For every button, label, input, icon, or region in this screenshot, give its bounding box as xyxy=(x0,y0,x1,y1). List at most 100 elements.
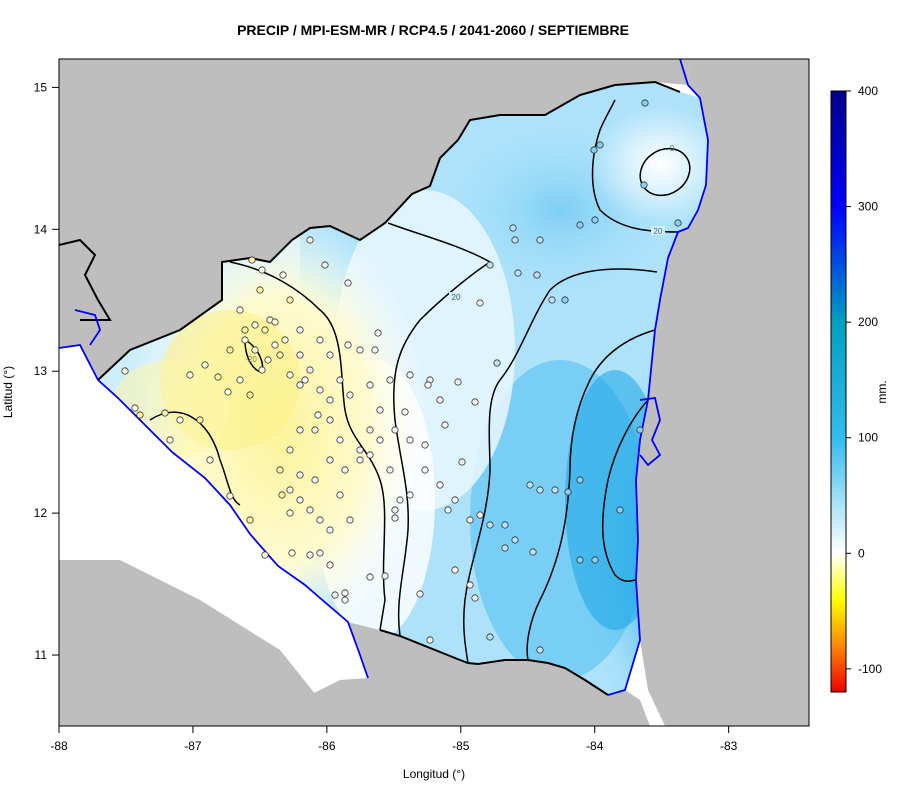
station-point xyxy=(376,406,384,414)
coast-pacific xyxy=(59,344,369,679)
station-point xyxy=(251,346,259,354)
station-point xyxy=(406,491,414,499)
station-point xyxy=(596,141,604,149)
station-point xyxy=(276,466,284,474)
station-point xyxy=(526,481,534,489)
station-point xyxy=(366,381,374,389)
station-point xyxy=(196,416,204,424)
station-point xyxy=(258,366,266,374)
station-point xyxy=(316,336,324,344)
station-point xyxy=(246,516,254,524)
colorbar-tick-label: 0 xyxy=(858,546,865,560)
station-point xyxy=(316,549,324,557)
land-pacific-corner xyxy=(59,560,320,726)
colorbar-tick-label: 400 xyxy=(858,84,878,98)
station-point xyxy=(286,446,294,454)
station-point xyxy=(296,496,304,504)
colorbar xyxy=(830,90,847,693)
station-point xyxy=(296,381,304,389)
station-point xyxy=(224,388,232,396)
contour-lines xyxy=(149,99,691,664)
station-point xyxy=(514,269,522,277)
station-point xyxy=(316,516,324,524)
contour-line xyxy=(526,329,656,661)
colorbar-tick-label: 100 xyxy=(858,431,878,445)
station-point xyxy=(636,426,644,434)
station-point xyxy=(131,404,139,412)
station-point xyxy=(186,371,194,379)
station-point xyxy=(486,633,494,641)
station-point xyxy=(529,548,537,556)
station-point xyxy=(301,376,309,384)
station-point xyxy=(356,346,364,354)
border-honduras-west xyxy=(59,238,112,321)
plot-frame xyxy=(58,58,810,727)
station-point xyxy=(346,516,354,524)
station-point xyxy=(344,279,352,287)
station-point xyxy=(326,456,334,464)
border-honduras xyxy=(97,80,681,381)
station-point xyxy=(501,544,509,552)
station-point xyxy=(286,486,294,494)
station-point xyxy=(248,256,256,264)
station-point xyxy=(471,594,479,602)
station-point xyxy=(286,296,294,304)
station-point xyxy=(533,271,541,279)
station-point xyxy=(444,506,452,514)
station-point xyxy=(551,486,559,494)
y-tick-label: 15 xyxy=(34,80,48,94)
station-point xyxy=(326,396,334,404)
station-point xyxy=(386,376,394,384)
station-point xyxy=(226,346,234,354)
x-axis-label: Longitud (°) xyxy=(403,767,465,781)
contour-line xyxy=(463,268,658,664)
station-point xyxy=(386,466,394,474)
station-point xyxy=(501,521,509,529)
land-honduras xyxy=(59,59,690,380)
station-point xyxy=(576,556,584,564)
station-point xyxy=(509,224,517,232)
station-point xyxy=(406,436,414,444)
station-point xyxy=(451,566,459,574)
x-tick-label: -85 xyxy=(452,739,470,753)
station-point xyxy=(536,236,544,244)
station-point xyxy=(336,376,344,384)
station-point xyxy=(454,378,462,386)
station-point xyxy=(391,426,399,434)
land-costa-rica xyxy=(255,622,650,726)
station-point xyxy=(424,381,432,389)
station-point xyxy=(279,271,287,279)
station-point xyxy=(406,371,414,379)
station-point xyxy=(381,572,389,580)
station-point xyxy=(246,391,254,399)
station-point xyxy=(276,351,284,359)
x-tick-label: -84 xyxy=(586,739,604,753)
station-point xyxy=(356,446,364,454)
contour-label: -20 xyxy=(245,355,257,364)
station-point xyxy=(271,341,279,349)
y-tick-label: 12 xyxy=(34,506,48,520)
station-point xyxy=(366,573,374,581)
station-point xyxy=(366,451,374,459)
colorbar-tick-label: 200 xyxy=(858,315,878,329)
station-point xyxy=(366,426,374,434)
station-point xyxy=(201,361,209,369)
station-point xyxy=(306,551,314,559)
station-point xyxy=(476,299,484,307)
coast-bay xyxy=(74,309,101,346)
station-point xyxy=(286,509,294,517)
station-point xyxy=(476,511,484,519)
colorbar-tick-label: -100 xyxy=(858,662,882,676)
colorbar-tick-label: 300 xyxy=(858,200,878,214)
contour-label: 20 xyxy=(654,227,663,236)
contour-labels: 20 20 -20 0 xyxy=(245,144,675,364)
station-point xyxy=(416,590,424,598)
y-tick-label: 11 xyxy=(35,648,48,662)
station-point xyxy=(261,326,269,334)
station-point xyxy=(331,591,339,599)
station-point xyxy=(241,336,249,344)
station-point xyxy=(616,506,624,514)
map-title: PRECIP / MPI-ESM-MR / RCP4.5 / 2041-2060… xyxy=(237,22,629,38)
station-point xyxy=(226,492,234,500)
